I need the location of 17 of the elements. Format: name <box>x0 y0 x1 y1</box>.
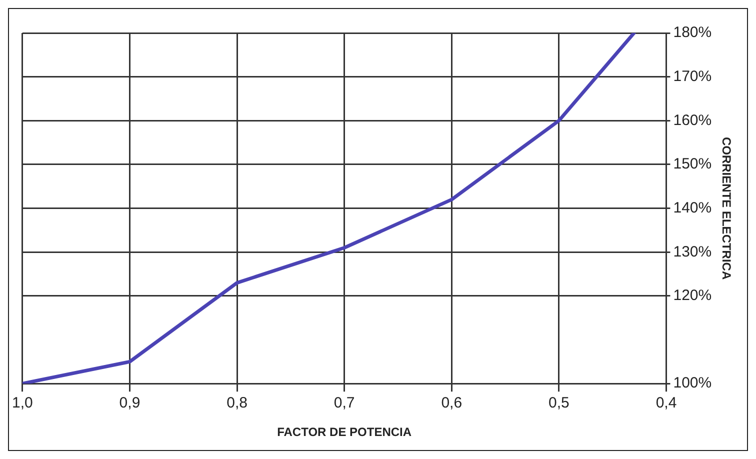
x-tick-label: 0,8 <box>226 394 248 412</box>
y-tick-label: 170% <box>673 68 712 85</box>
x-tick-label: 1,0 <box>12 394 33 412</box>
x-tick-label: 0,7 <box>334 394 355 412</box>
y-tick-label: 140% <box>673 199 712 216</box>
y-tick-label: 150% <box>673 156 712 173</box>
y-tick-label: 130% <box>673 243 712 260</box>
x-axis-title: FACTOR DE POTENCIA <box>277 425 412 440</box>
x-tick-label: 0,6 <box>441 394 462 412</box>
x-tick-label: 0,9 <box>119 394 140 412</box>
y-tick-label: 180% <box>673 24 712 42</box>
y-tick-label: 100% <box>673 374 712 392</box>
y-tick-label: 160% <box>673 112 712 129</box>
x-tick-label: 0,4 <box>656 394 677 412</box>
x-tick-label: 0,5 <box>548 394 570 412</box>
y-axis-title: CORRIENTE ELECTRICA <box>719 136 734 280</box>
y-tick-label: 120% <box>673 287 712 304</box>
